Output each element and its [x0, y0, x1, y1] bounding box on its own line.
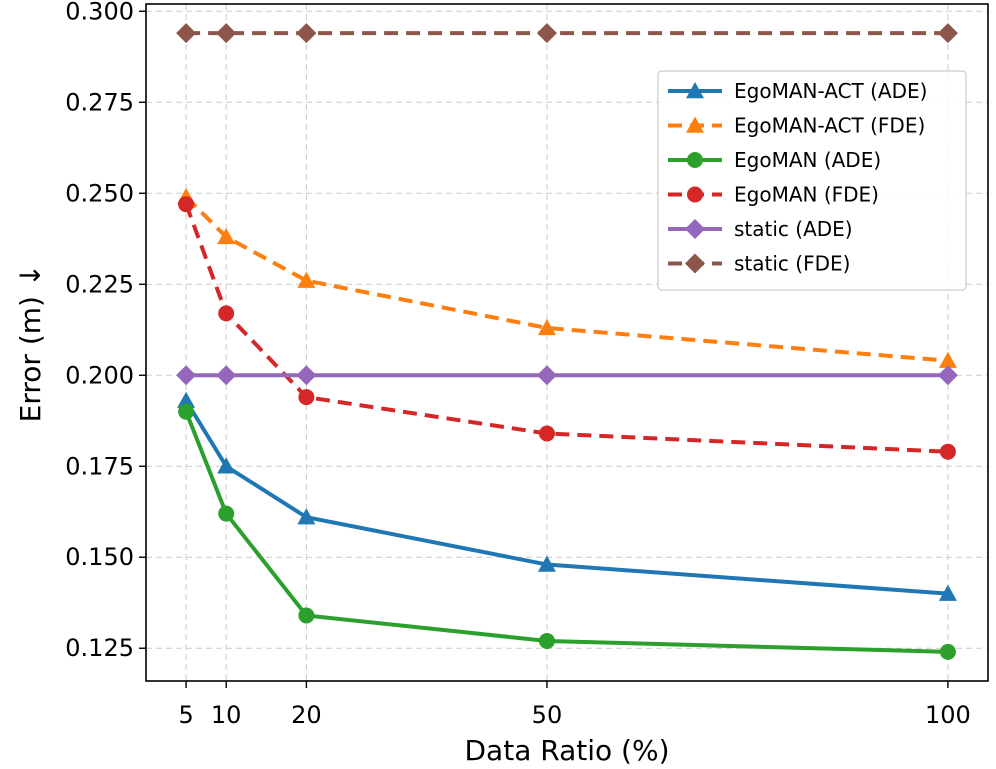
legend-label: static (ADE) [734, 217, 853, 241]
y-tick-label: 0.275 [65, 88, 134, 116]
legend: EgoMAN-ACT (ADE) EgoMAN-ACT (FDE) EgoMAN (… [657, 70, 967, 291]
y-tick-label: 0.225 [65, 270, 134, 298]
data-point [939, 443, 956, 460]
y-tick-label: 0.150 [65, 543, 134, 571]
y-tick-label: 0.175 [65, 452, 134, 480]
legend-label: EgoMAN (FDE) [734, 183, 879, 207]
data-point [176, 365, 197, 386]
data-point [217, 457, 236, 474]
legend-swatch-marker [687, 152, 703, 168]
y-tick-label: 0.200 [65, 361, 134, 389]
y-tick-label: 0.125 [65, 634, 134, 662]
data-point [296, 365, 317, 386]
data-point [537, 555, 556, 572]
data-point [217, 227, 236, 245]
data-point [938, 584, 957, 601]
y-tick-label: 0.250 [65, 179, 134, 207]
legend-label: static (FDE) [734, 252, 850, 276]
data-point [298, 389, 315, 406]
legend-swatch-marker [686, 116, 704, 133]
series-markers [176, 23, 958, 660]
axis-ticks: 5 10 20 50 100 0.125 0.150 0.175 0.200 0.225 0.250… [65, 0, 971, 729]
data-point [218, 305, 235, 322]
x-tick-label: 100 [925, 701, 971, 729]
data-point [177, 391, 196, 408]
data-point [937, 365, 958, 386]
data-point [537, 318, 556, 336]
data-point [218, 505, 235, 522]
data-point [939, 643, 956, 660]
data-point [178, 403, 195, 420]
x-tick-label: 10 [211, 701, 242, 729]
y-axis-label: Error (m) ↓ [14, 264, 47, 423]
legend-label: EgoMAN-ACT (ADE) [734, 79, 927, 103]
legend-swatch-marker [687, 186, 703, 203]
data-point [176, 23, 197, 44]
plot-area-frame [145, 3, 989, 682]
data-point [216, 23, 237, 44]
x-tick-label: 50 [532, 701, 563, 729]
legend-swatch-marker [685, 253, 705, 274]
legend-swatch-marker [685, 219, 705, 239]
x-axis-label: Data Ratio (%) [465, 734, 670, 767]
legend-label: EgoMAN (ADE) [734, 148, 881, 172]
data-point [536, 23, 557, 44]
data-point [296, 23, 317, 44]
data-point [216, 365, 237, 386]
legend-swatch-marker [686, 82, 704, 99]
data-point [538, 425, 555, 442]
data-point [937, 23, 958, 44]
legend-box [657, 70, 967, 291]
data-point [938, 351, 957, 368]
data-point [298, 607, 315, 624]
legend-label: EgoMAN-ACT (FDE) [734, 114, 925, 138]
data-point [297, 271, 316, 288]
data-point [536, 365, 557, 386]
x-tick-label: 20 [291, 701, 322, 729]
data-point [538, 632, 555, 649]
x-tick-label: 5 [178, 701, 193, 729]
data-point [178, 196, 195, 213]
y-tick-label: 0.300 [65, 0, 134, 25]
data-point [297, 508, 316, 525]
